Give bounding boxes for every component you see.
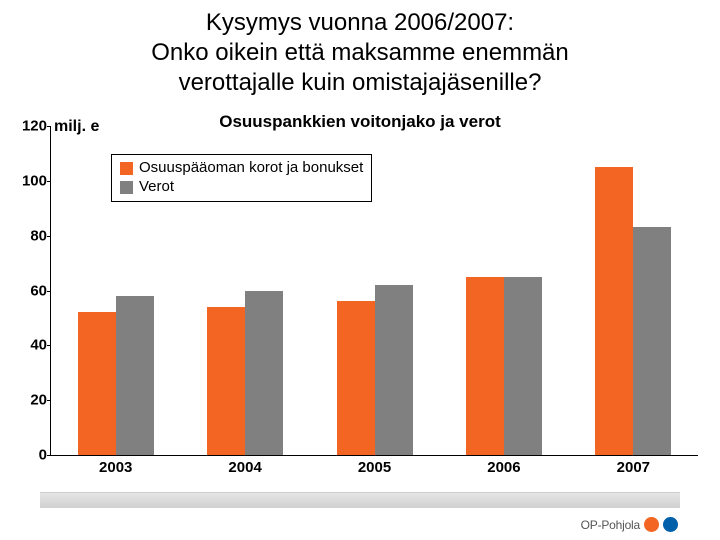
logo-circle-left	[644, 517, 659, 532]
logo-circle-right	[663, 517, 678, 532]
page-title: Kysymys vuonna 2006/2007: Onko oikein et…	[0, 0, 720, 98]
category-label: 2003	[99, 459, 132, 476]
plot-area: 020406080100120 20032004200520062007 Osu…	[50, 126, 698, 456]
logo: OP-Pohjola	[581, 517, 678, 532]
bar	[375, 285, 413, 455]
category-label: 2007	[617, 459, 650, 476]
bar	[78, 312, 116, 455]
bar	[245, 291, 283, 456]
legend-swatch	[120, 162, 133, 175]
category-group: 2007	[569, 126, 698, 455]
ytick-label: 60	[30, 282, 47, 299]
chart: Osuuspankkien voitonjako ja verot milj. …	[20, 118, 700, 478]
ytick-label: 40	[30, 337, 47, 354]
title-line3: verottajalle kuin omistajajäsenille?	[179, 69, 542, 96]
title-line1: Kysymys vuonna 2006/2007:	[206, 9, 514, 36]
bar	[116, 296, 154, 455]
bar	[633, 227, 671, 455]
bar	[466, 277, 504, 455]
bar	[207, 307, 245, 455]
ytick-label: 120	[22, 118, 47, 135]
ytick-label: 20	[30, 392, 47, 409]
slide: Kysymys vuonna 2006/2007: Onko oikein et…	[0, 0, 720, 540]
category-label: 2005	[358, 459, 391, 476]
legend-row: Osuuspääoman korot ja bonukset	[120, 159, 363, 178]
ytick-label: 80	[30, 227, 47, 244]
legend: Osuuspääoman korot ja bonuksetVerot	[111, 154, 372, 202]
logo-text: OP-Pohjola	[581, 518, 640, 532]
category-label: 2006	[487, 459, 520, 476]
category-label: 2004	[228, 459, 261, 476]
legend-label: Osuuspääoman korot ja bonukset	[139, 159, 363, 178]
legend-row: Verot	[120, 178, 363, 197]
title-line2: Onko oikein että maksamme enemmän	[151, 39, 569, 66]
legend-label: Verot	[139, 178, 174, 197]
footer-band	[40, 492, 680, 508]
category-group: 2006	[439, 126, 568, 455]
legend-swatch	[120, 181, 133, 194]
bar	[504, 277, 542, 455]
ytick-label: 0	[39, 447, 47, 464]
bar	[595, 167, 633, 455]
ytick-label: 100	[22, 172, 47, 189]
bar	[337, 301, 375, 455]
